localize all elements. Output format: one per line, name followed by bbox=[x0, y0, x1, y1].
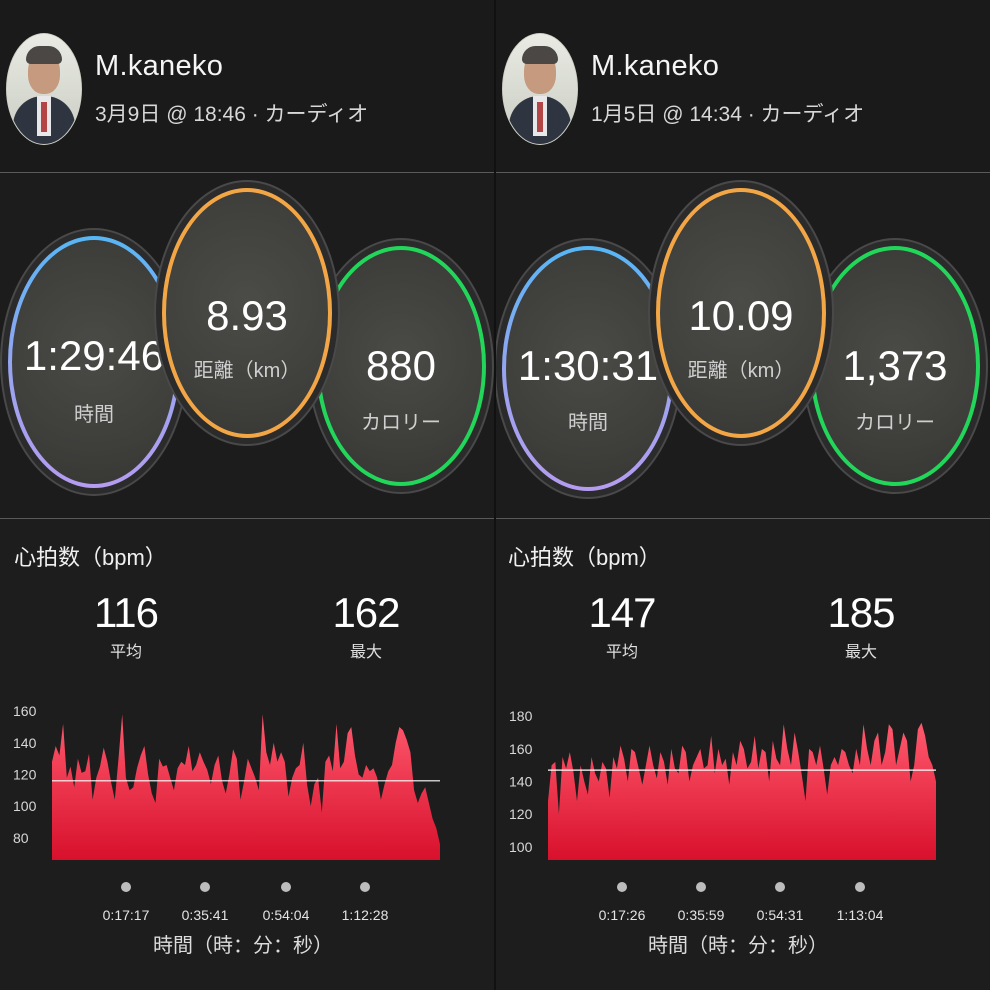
divider bbox=[496, 172, 990, 173]
y-tick-label: 180 bbox=[509, 708, 533, 724]
distance-label: 距離（km） bbox=[687, 360, 795, 382]
workout-header: M.kaneko 3月9日 @ 18:46 · カーディオ bbox=[0, 0, 494, 172]
x-tick-label: 1:12:28 bbox=[342, 907, 389, 923]
heart-rate-chart: 100 120 140 160 180 0:17:26 0:35:59 0:54:31 1:13… bbox=[509, 708, 936, 957]
time-stat-circle[interactable]: 1:30:31 時間 bbox=[502, 246, 674, 491]
x-tick-label: 0:54:04 bbox=[263, 907, 310, 923]
distance-stat-circle[interactable]: 8.93 距離（km） bbox=[162, 188, 332, 438]
heart-rate-max: 162 最大 bbox=[306, 590, 426, 662]
user-avatar[interactable] bbox=[502, 33, 578, 145]
workout-panel-2: M.kaneko 1月5日 @ 14:34 · カーディオ 1:30:31 時間… bbox=[496, 0, 990, 990]
y-tick-label: 100 bbox=[13, 798, 37, 814]
heart-rate-avg: 116 平均 bbox=[66, 590, 186, 662]
heart-rate-area bbox=[52, 714, 440, 860]
heart-rate-avg-value: 147 bbox=[588, 589, 656, 636]
calories-stat-circle[interactable]: 1,373 カロリー bbox=[810, 246, 980, 486]
distance-stat-circle[interactable]: 10.09 距離（km） bbox=[656, 188, 826, 438]
workout-meta: 3月9日 @ 18:46 · カーディオ bbox=[95, 103, 369, 126]
time-label: 時間 bbox=[568, 412, 608, 434]
x-tick-label: 0:35:41 bbox=[182, 907, 229, 923]
heart-rate-chart: 80 100 120 140 160 0:17:17 0:35:41 0:54:04 1:12:… bbox=[13, 703, 440, 957]
calories-label: カロリー bbox=[855, 412, 935, 434]
calories-stat-circle[interactable]: 880 カロリー bbox=[316, 246, 486, 486]
x-tick-label: 0:54:31 bbox=[757, 907, 804, 923]
workout-header: M.kaneko 1月5日 @ 14:34 · カーディオ bbox=[496, 0, 990, 172]
workout-panel-1: M.kaneko 3月9日 @ 18:46 · カーディオ 1:29:46 時間… bbox=[0, 0, 494, 990]
user-avatar[interactable] bbox=[6, 33, 82, 145]
heart-rate-max-label: 最大 bbox=[844, 644, 877, 661]
heart-rate-avg-label: 平均 bbox=[109, 644, 142, 661]
y-tick-label: 100 bbox=[509, 839, 533, 855]
x-axis-label: 時間（時：分：秒） bbox=[648, 934, 828, 957]
divider bbox=[0, 518, 494, 519]
distance-value: 10.09 bbox=[688, 292, 794, 339]
time-label: 時間 bbox=[74, 404, 114, 426]
calories-value: 880 bbox=[365, 342, 437, 389]
x-tick-label: 0:17:17 bbox=[103, 907, 150, 923]
y-tick-label: 120 bbox=[509, 806, 533, 822]
heart-rate-avg-value: 116 bbox=[94, 589, 159, 636]
x-tick-label: 0:35:59 bbox=[678, 907, 725, 923]
x-tick-marker[interactable] bbox=[281, 882, 291, 892]
heart-rate-max-value: 162 bbox=[332, 589, 400, 636]
divider bbox=[496, 518, 990, 519]
y-tick-label: 120 bbox=[13, 767, 37, 783]
heart-rate-max: 185 最大 bbox=[801, 590, 921, 662]
heart-rate-max-value: 185 bbox=[827, 589, 895, 636]
calories-label: カロリー bbox=[361, 412, 441, 434]
calories-value: 1,373 bbox=[842, 342, 948, 389]
x-tick-marker[interactable] bbox=[121, 882, 131, 892]
x-tick-marker[interactable] bbox=[696, 882, 706, 892]
y-tick-label: 160 bbox=[509, 741, 533, 757]
workout-stats: 1:30:31 時間 1,373 カロリー 10.09 距離（km） bbox=[496, 173, 990, 518]
distance-label: 距離（km） bbox=[193, 360, 301, 382]
time-stat-circle[interactable]: 1:29:46 時間 bbox=[8, 236, 180, 488]
heart-rate-avg-label: 平均 bbox=[605, 644, 638, 661]
heart-rate-avg: 147 平均 bbox=[562, 590, 682, 662]
x-tick-marker[interactable] bbox=[617, 882, 627, 892]
distance-value: 8.93 bbox=[206, 292, 288, 339]
y-tick-label: 140 bbox=[509, 774, 533, 790]
heart-rate-area bbox=[548, 722, 936, 860]
x-tick-label: 0:17:26 bbox=[599, 907, 646, 923]
x-tick-label: 1:13:04 bbox=[837, 907, 884, 923]
heart-rate-title: 心拍数（bpm） bbox=[14, 545, 167, 570]
x-tick-marker[interactable] bbox=[855, 882, 865, 892]
y-tick-label: 80 bbox=[13, 830, 29, 846]
user-name[interactable]: M.kaneko bbox=[591, 50, 720, 82]
panel-divider bbox=[494, 0, 496, 990]
y-tick-label: 160 bbox=[13, 703, 37, 719]
y-tick-label: 140 bbox=[13, 735, 37, 751]
x-tick-marker[interactable] bbox=[200, 882, 210, 892]
x-axis-label: 時間（時：分：秒） bbox=[153, 934, 333, 957]
heart-rate-max-label: 最大 bbox=[349, 644, 382, 661]
workout-meta: 1月5日 @ 14:34 · カーディオ bbox=[591, 103, 865, 126]
x-tick-marker[interactable] bbox=[775, 882, 785, 892]
user-name[interactable]: M.kaneko bbox=[95, 50, 224, 82]
x-tick-marker[interactable] bbox=[360, 882, 370, 892]
time-value: 1:29:46 bbox=[23, 332, 165, 379]
time-value: 1:30:31 bbox=[517, 342, 659, 389]
workout-stats: 1:29:46 時間 880 カロリー 8.93 距離（km） bbox=[0, 173, 494, 518]
divider bbox=[0, 172, 494, 173]
heart-rate-title: 心拍数（bpm） bbox=[508, 545, 661, 570]
